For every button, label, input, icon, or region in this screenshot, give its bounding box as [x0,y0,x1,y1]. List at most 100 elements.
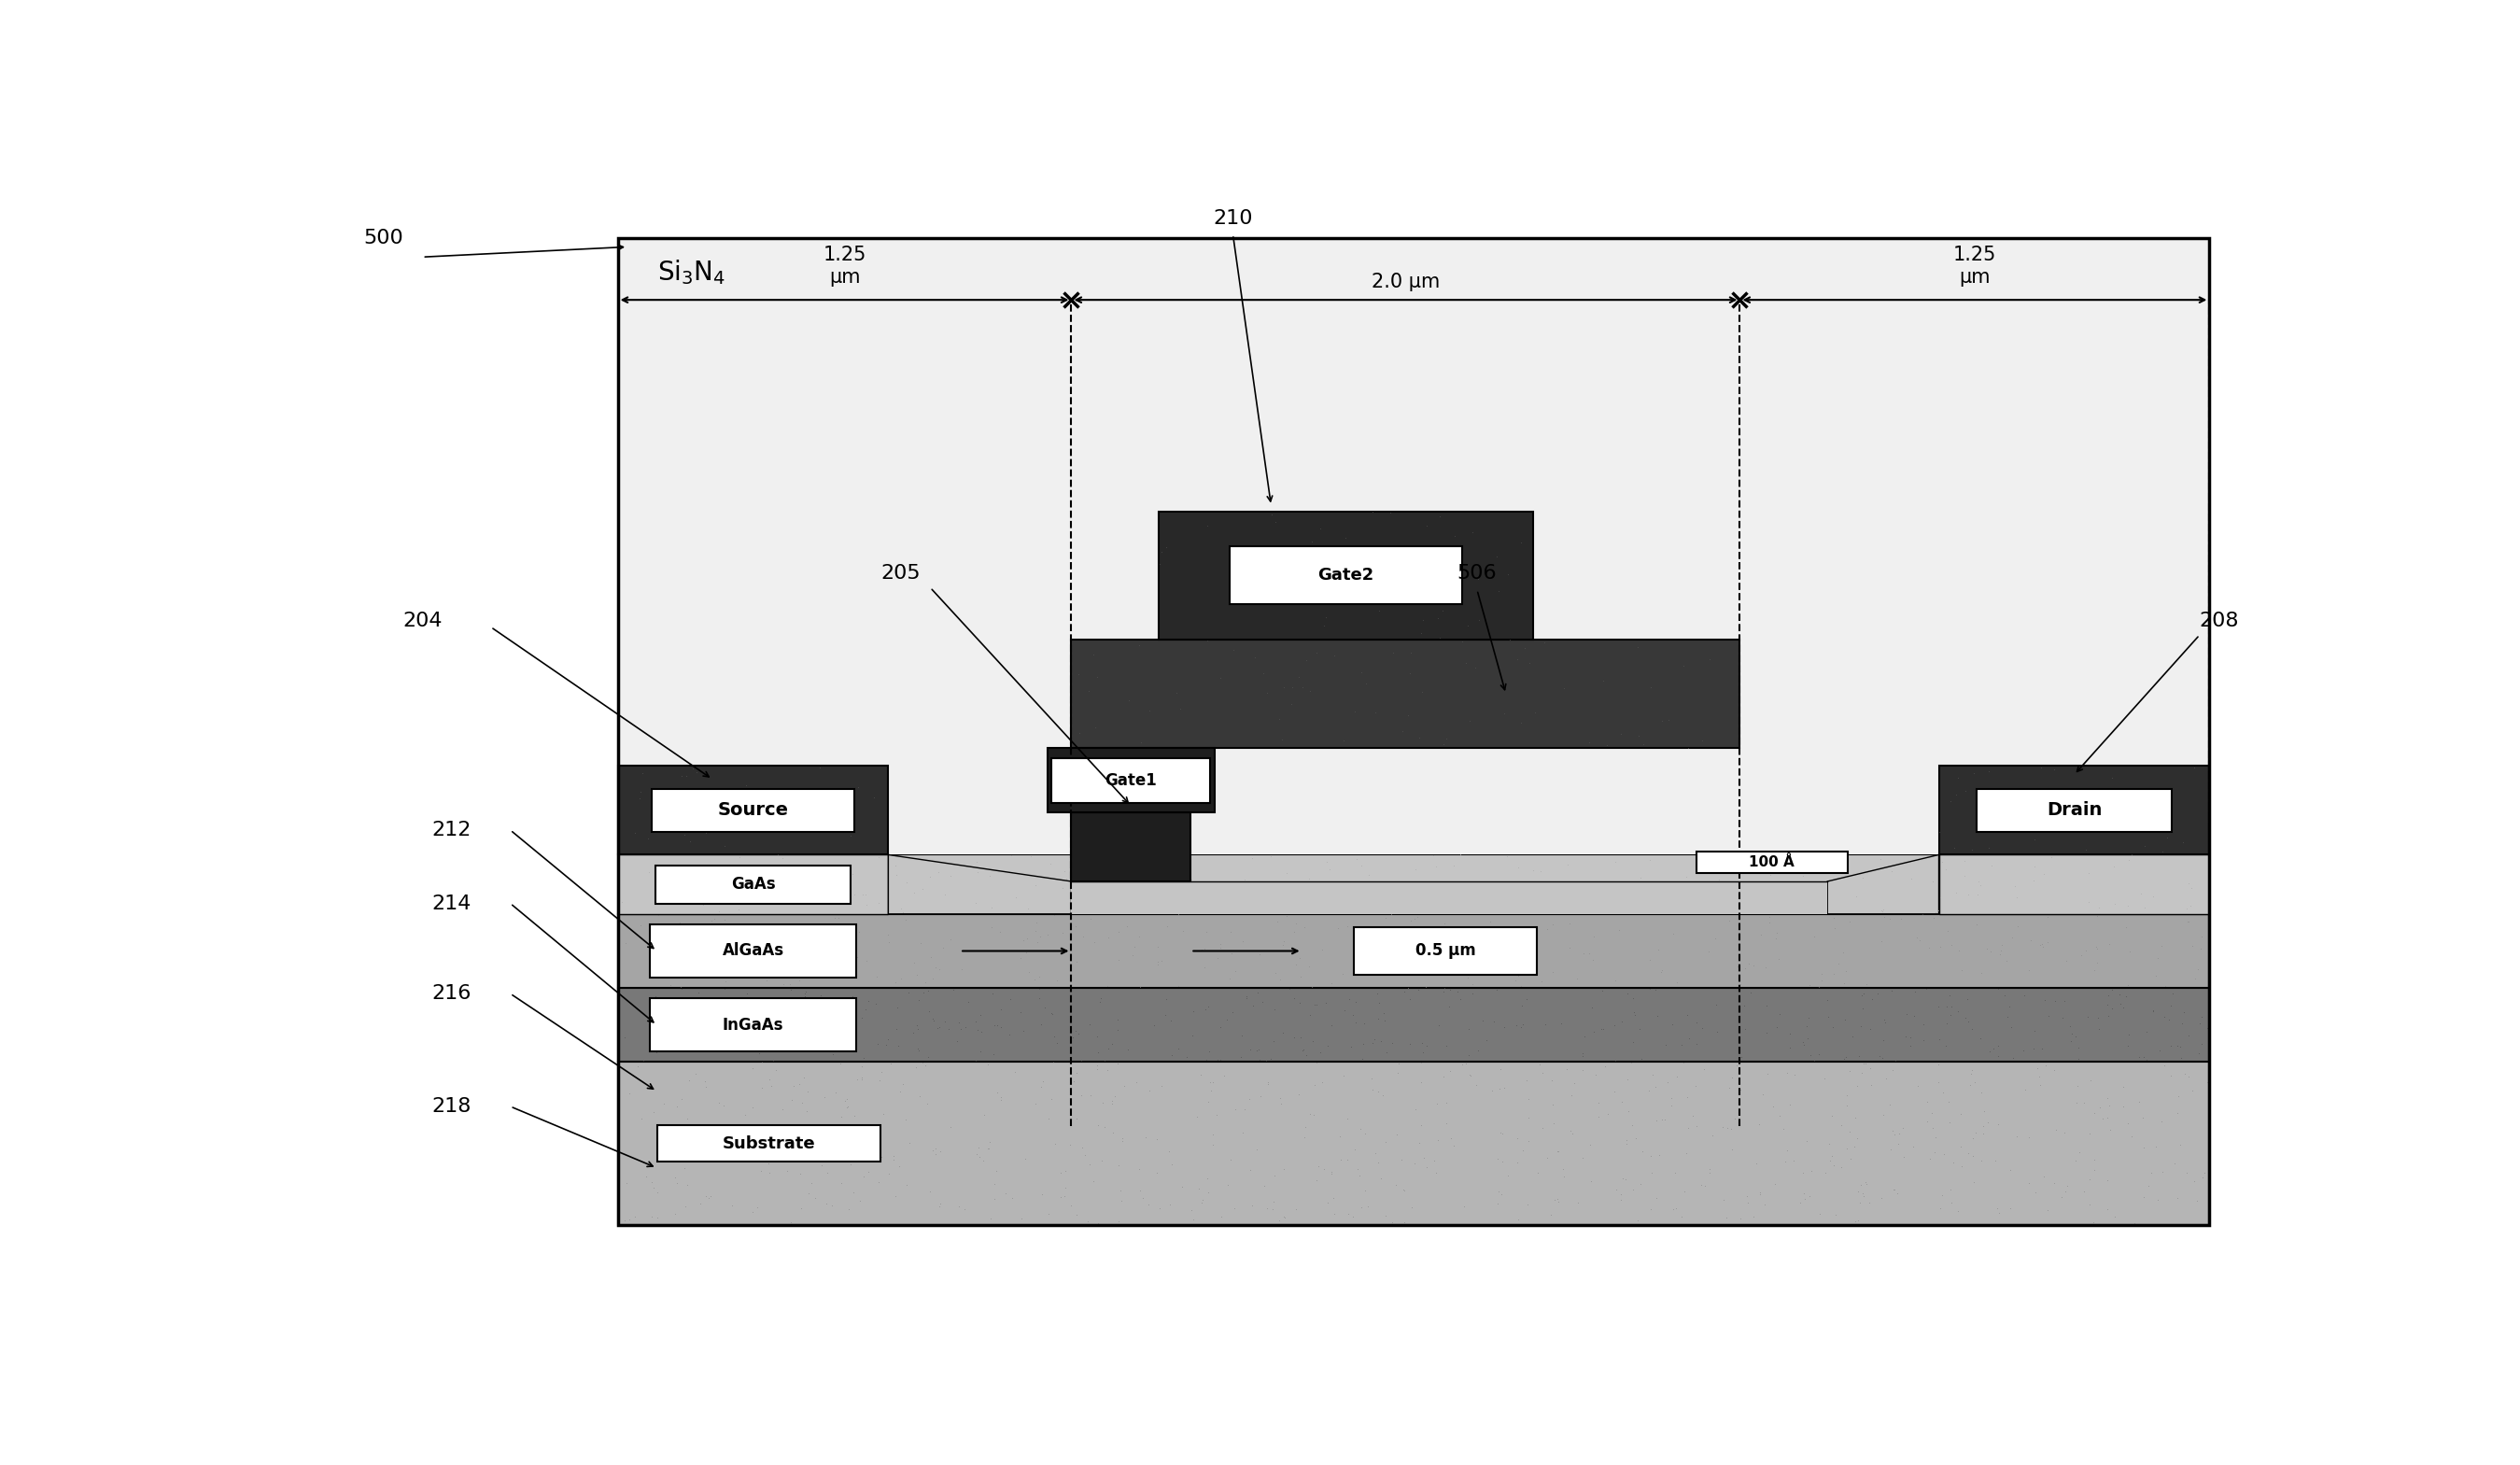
Point [1260,968,1300,992]
Point [854,848,895,872]
Point [796,1150,837,1173]
Point [2069,1168,2109,1191]
Point [882,901,922,924]
Point [930,885,970,908]
Point [973,982,1013,1005]
Point [1086,1059,1126,1083]
Point [605,1026,645,1049]
Point [1598,919,1638,942]
Point [1683,1058,1724,1081]
Point [643,1091,683,1115]
Point [1293,567,1333,590]
Point [685,820,726,844]
Text: Source: Source [718,801,789,819]
Point [1255,998,1295,1021]
Point [1227,984,1268,1008]
Point [816,1081,857,1105]
Point [1381,898,1421,921]
Point [1058,1023,1099,1046]
Point [1502,974,1542,998]
Point [849,989,890,1012]
Point [1265,675,1305,699]
Point [663,977,703,1001]
Point [1285,586,1326,609]
Point [1915,1140,1956,1163]
Bar [1938,766,2210,854]
Point [1011,845,1051,869]
Point [1323,999,1363,1023]
Point [1283,1039,1323,1062]
Point [1305,605,1346,628]
Point [779,968,819,992]
Point [786,980,827,1004]
Point [748,987,789,1011]
Point [2132,999,2172,1023]
Point [1240,1047,1280,1071]
Point [1426,1034,1467,1058]
Point [638,902,678,926]
Point [2109,939,2150,963]
Bar [1071,812,1192,882]
Point [1129,1080,1169,1103]
Point [1928,995,1968,1018]
Point [680,1191,721,1214]
Point [2109,848,2150,872]
Point [1106,916,1147,939]
Point [1847,1172,1887,1195]
Point [660,998,701,1021]
Point [2104,816,2145,839]
Point [2074,880,2114,904]
Bar [617,914,2210,987]
Bar [617,766,890,854]
Point [1676,1074,1716,1097]
Point [1958,869,1998,892]
Point [678,1026,718,1049]
Point [2117,810,2157,834]
Point [1830,1147,1870,1171]
Bar [617,987,2210,1062]
Point [975,1159,1016,1182]
Point [1366,1040,1406,1064]
Point [2167,1024,2208,1047]
Point [1739,1181,1779,1204]
Point [2099,983,2139,1006]
Point [1767,1061,1807,1084]
Point [1794,1049,1835,1072]
Point [1968,760,2008,784]
Point [1071,907,1111,930]
Point [2056,1149,2097,1172]
Point [771,1210,811,1234]
Point [1583,670,1623,693]
Point [1018,986,1058,1009]
Point [769,1124,809,1147]
Point [1366,589,1406,612]
Point [1910,1147,1950,1171]
Point [1565,1024,1605,1047]
Point [706,970,746,993]
Point [1094,1086,1134,1109]
Point [1436,538,1477,561]
Point [1079,1113,1119,1137]
Point [1328,1108,1368,1131]
Point [1578,1105,1618,1128]
Point [1416,1128,1457,1151]
Point [1389,661,1429,684]
Point [1300,517,1341,541]
Point [2109,894,2150,917]
Point [1348,875,1389,898]
Point [925,883,965,907]
Point [2059,1036,2099,1059]
Point [1189,1071,1230,1094]
Point [1799,1203,1840,1226]
Point [1522,1116,1562,1140]
Point [1824,897,1865,920]
Point [907,979,948,1002]
Point [1210,967,1250,990]
Point [1028,923,1068,946]
Text: 204: 204 [403,612,441,631]
Point [1799,1042,1840,1065]
Point [1182,1188,1222,1212]
Point [1497,856,1537,879]
Point [1036,1132,1076,1156]
Point [1928,1090,1968,1113]
